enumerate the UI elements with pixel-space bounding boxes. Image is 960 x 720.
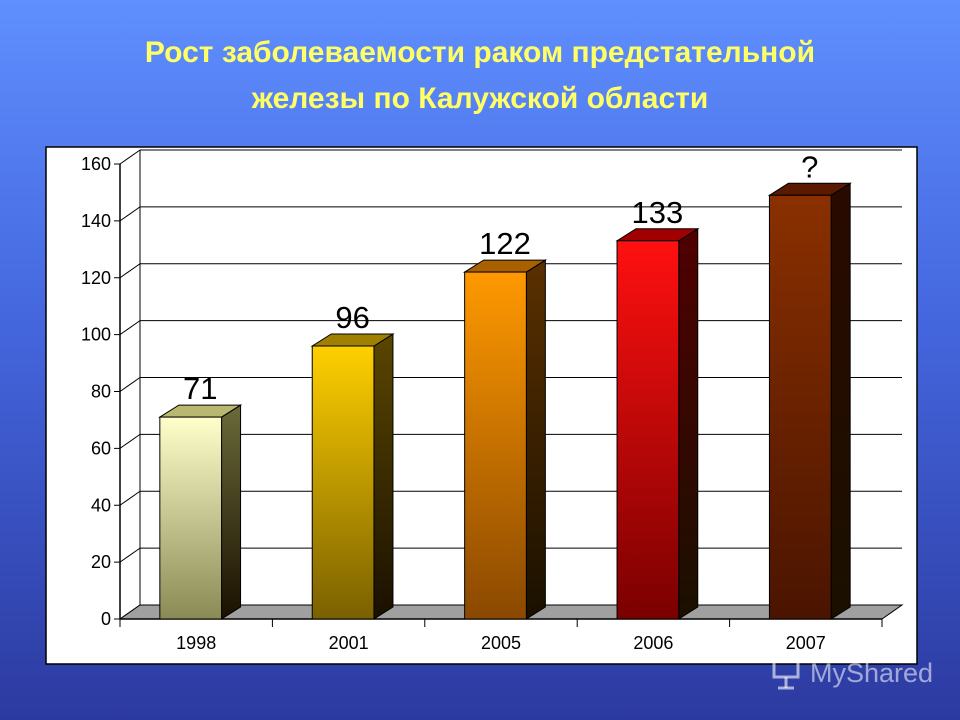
x-tick-label: 2005: [481, 633, 521, 653]
bar-1998: [158, 404, 243, 620]
data-label: 122: [479, 226, 531, 261]
y-tick-label: 120: [81, 268, 111, 288]
y-tick-label: 0: [101, 609, 111, 629]
presentation-icon: [772, 657, 800, 690]
x-tick-label: 1998: [176, 633, 216, 653]
side-gridline: [119, 547, 141, 563]
x-tick-label: 2006: [633, 633, 673, 653]
bar-side: [525, 259, 546, 620]
bar-front: [311, 345, 375, 620]
y-tick-label: 140: [81, 211, 111, 231]
y-tick-label: 40: [91, 495, 111, 515]
bar-front: [464, 271, 527, 620]
side-gridline: [119, 320, 141, 336]
data-label: 71: [183, 371, 217, 406]
side-gridline: [119, 263, 141, 279]
y-tick-label: 20: [91, 552, 111, 572]
x-tick-label: 2001: [329, 633, 369, 653]
side-gridline: [119, 490, 141, 506]
y-tick-label: 80: [91, 382, 111, 402]
bar-2001: [310, 333, 395, 620]
bar-side: [373, 333, 394, 620]
y-tick-label: 100: [81, 325, 111, 345]
y-tick-label: 160: [81, 154, 111, 174]
x-tick-label: 2007: [786, 633, 826, 653]
bar-2006: [615, 227, 700, 620]
y-tick-label: 60: [91, 438, 111, 458]
bar-2007: [767, 182, 852, 620]
watermark: MyShared: [768, 655, 933, 691]
bar-front: [616, 240, 680, 620]
side-gridline: [119, 433, 141, 449]
watermark-text: MyShared: [810, 657, 934, 688]
slide-title: Рост заболеваемости раком предстательной…: [144, 36, 816, 115]
bar-front: [768, 194, 832, 620]
data-label: ?: [801, 149, 818, 184]
bar-front: [159, 416, 223, 620]
bars: [158, 182, 852, 620]
bar-side: [221, 404, 242, 620]
bar-side: [830, 182, 851, 620]
side-gridline: [119, 206, 141, 222]
data-label: 96: [335, 300, 369, 335]
data-label: 133: [632, 195, 684, 230]
side-gridline: [119, 149, 141, 165]
side-gridline: [119, 377, 141, 392]
bar-2005: [462, 259, 548, 620]
data-labels: 71 96 122 133?: [183, 149, 818, 406]
bar-side: [678, 227, 699, 620]
